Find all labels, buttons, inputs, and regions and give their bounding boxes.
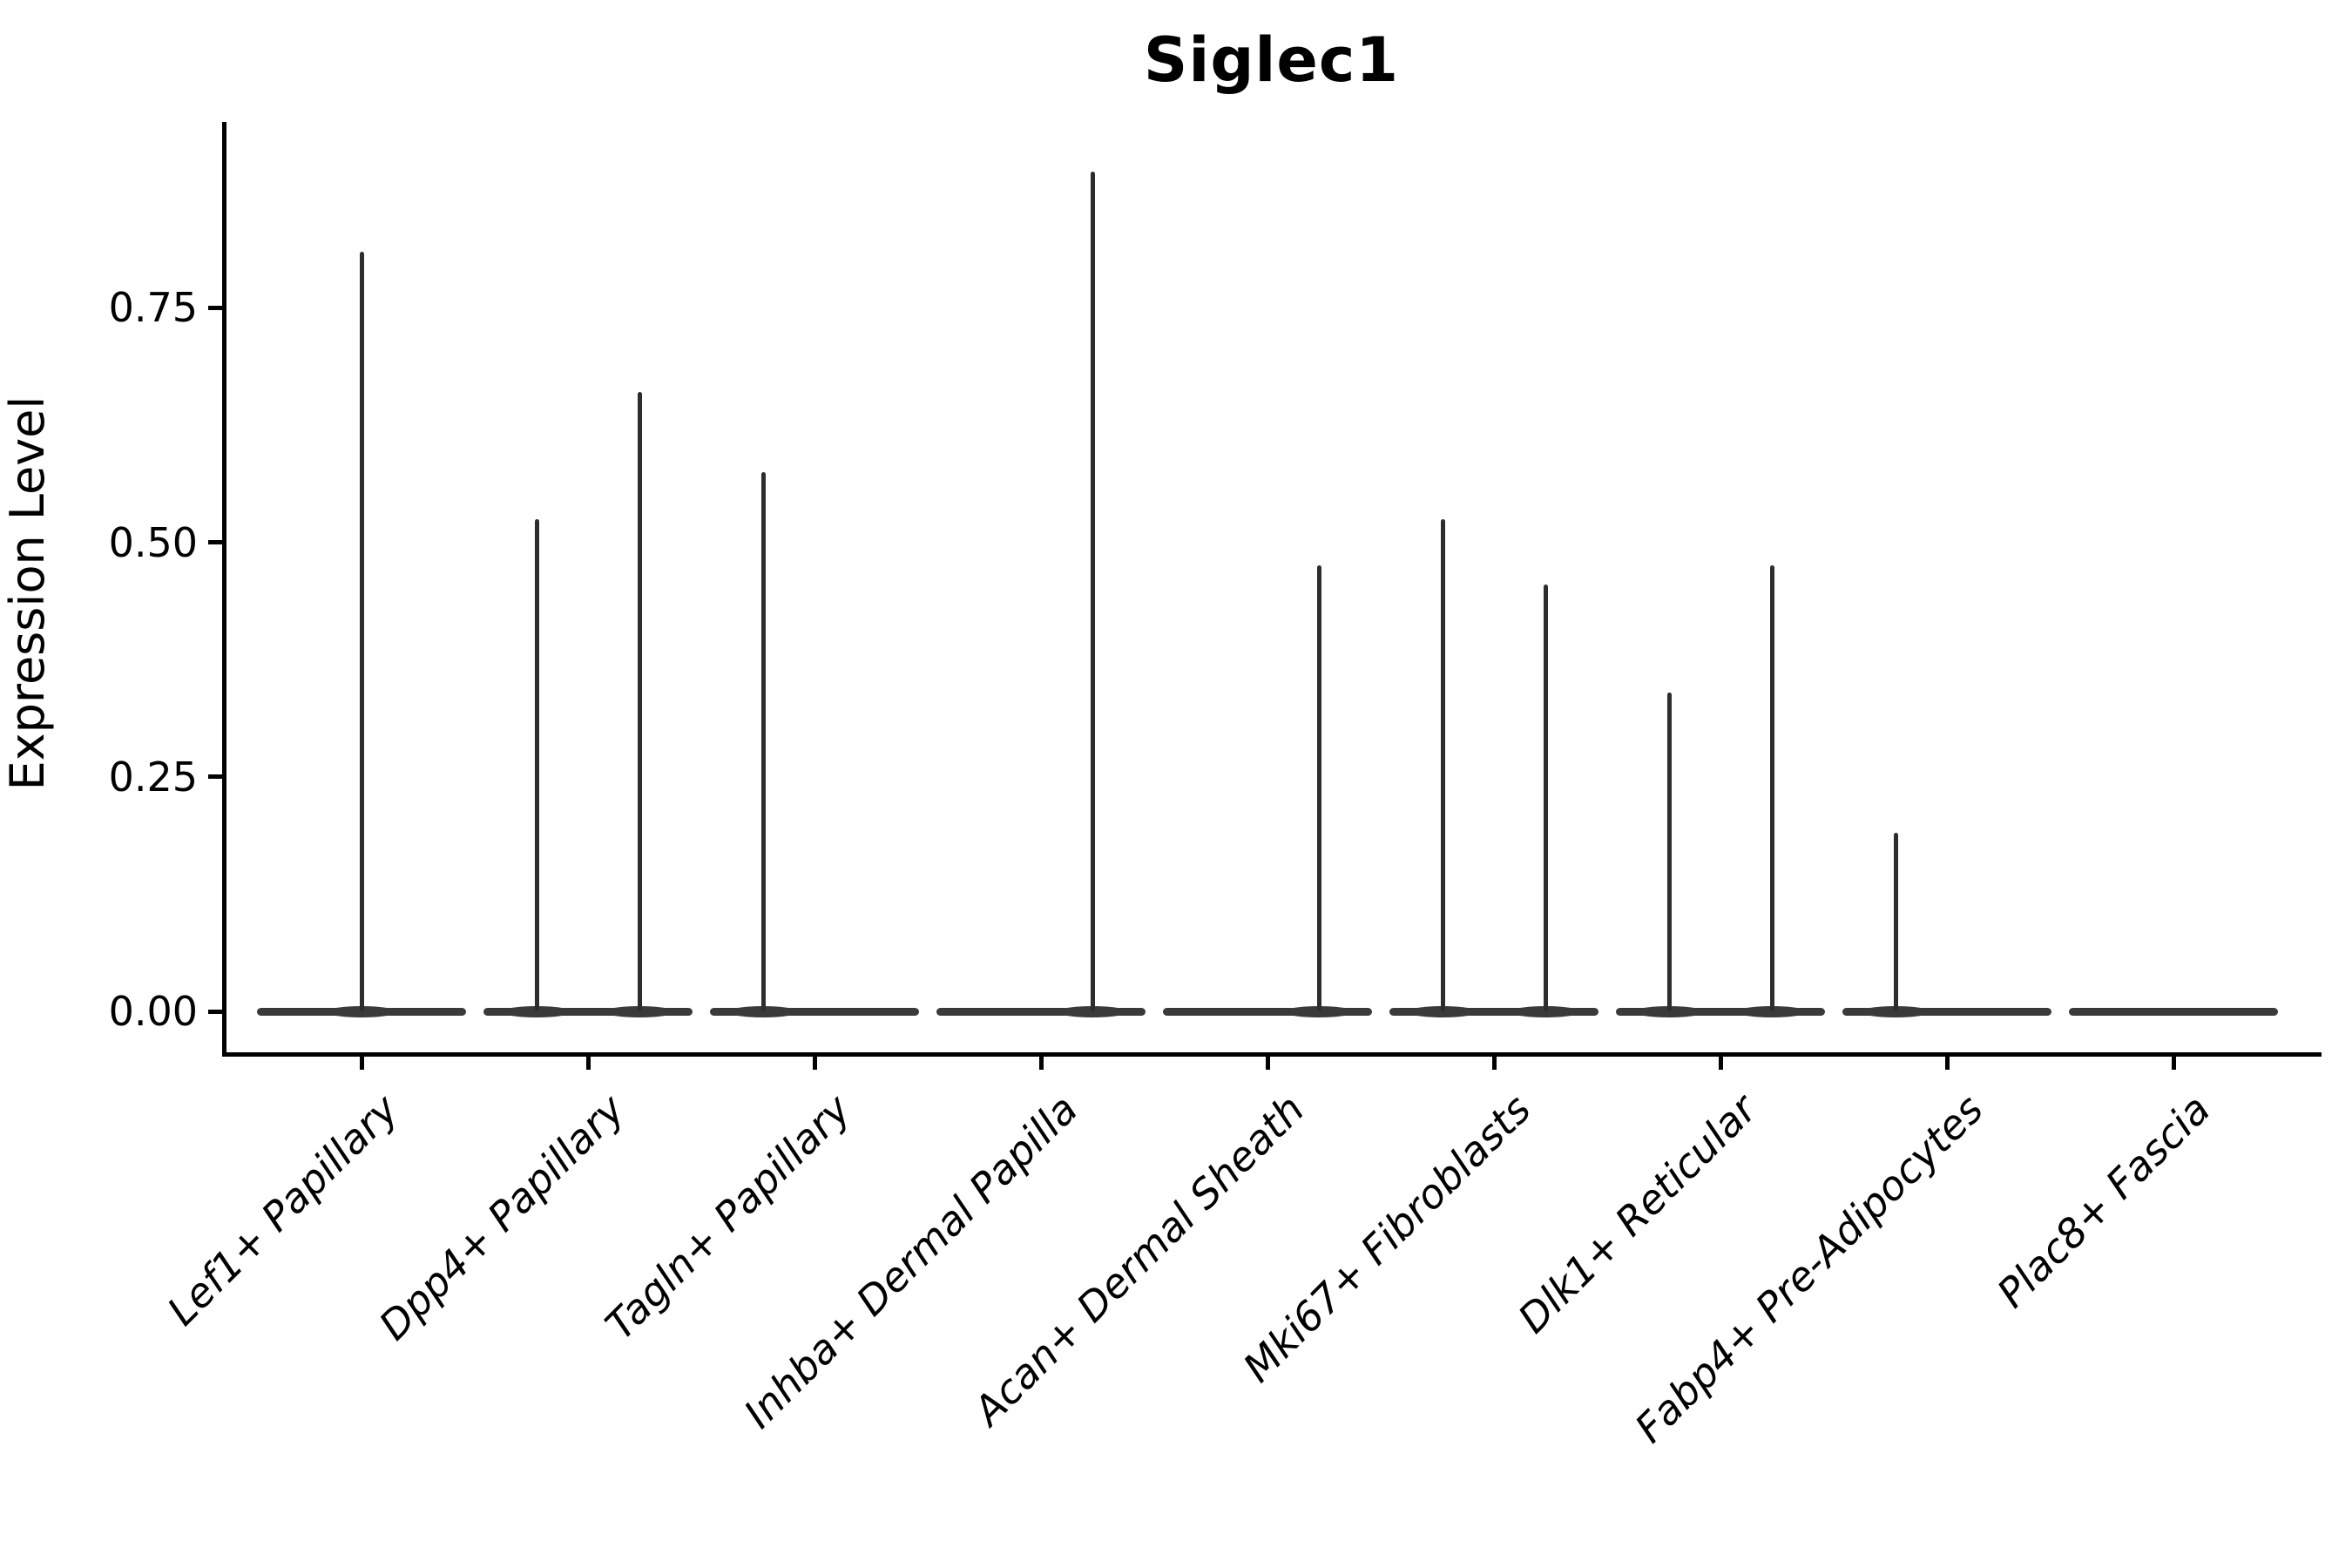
y-tick-mark <box>208 305 222 310</box>
violin-body <box>936 1007 1146 1016</box>
x-tick-mark <box>812 1057 817 1070</box>
violin-max-spike <box>1090 172 1095 1011</box>
chart-title: Siglec1 <box>1143 24 1400 96</box>
violin-bulge <box>327 1005 396 1017</box>
violin-body <box>1389 1007 1598 1016</box>
violin-max-spike <box>1893 833 1898 1011</box>
x-category-label: Dlk1+ Reticular <box>1509 1085 1767 1342</box>
y-axis-label: Expression Level <box>0 395 55 791</box>
y-tick-mark <box>208 774 222 780</box>
y-tick-label: 0.50 <box>108 518 198 566</box>
x-tick-mark <box>1038 1057 1044 1070</box>
y-axis-spine <box>222 122 226 1057</box>
x-tick-mark <box>1944 1057 1950 1070</box>
violin-body <box>1616 1007 1825 1016</box>
violin-max-spike <box>1316 565 1321 1011</box>
violin-body <box>483 1007 693 1016</box>
y-tick-mark <box>208 1009 222 1014</box>
violin-max-spike <box>1543 584 1548 1011</box>
violin-bulge <box>1861 1005 1930 1017</box>
x-category-label: Tagln+ Papillary <box>596 1085 861 1349</box>
violin-max-spike <box>359 251 364 1011</box>
x-tick-mark <box>1491 1057 1497 1070</box>
violin-body <box>710 1007 919 1016</box>
x-tick-mark <box>585 1057 591 1070</box>
violin-body <box>2069 1007 2278 1016</box>
x-category-label: Plac8+ Fascia <box>1987 1085 2220 1317</box>
violin-bulge <box>1058 1005 1127 1017</box>
violin-max-spike <box>1666 692 1672 1011</box>
x-tick-mark <box>2171 1057 2176 1070</box>
violin-bulge <box>1408 1005 1477 1017</box>
x-category-label: Lef1+ Papillary <box>158 1085 408 1335</box>
y-tick-label: 0.75 <box>108 284 198 332</box>
x-tick-mark <box>1718 1057 1723 1070</box>
violin-bulge <box>1284 1005 1354 1017</box>
violin-body <box>1842 1007 2051 1016</box>
x-axis-spine <box>222 1052 2322 1057</box>
x-tick-mark <box>359 1057 364 1070</box>
y-tick-label: 0.25 <box>108 753 198 801</box>
violin-max-spike <box>1440 518 1445 1011</box>
violin-max-spike <box>534 518 539 1011</box>
y-tick-label: 0.00 <box>108 988 198 1035</box>
violin-bulge <box>605 1005 674 1017</box>
violin-bulge <box>502 1005 571 1017</box>
violin-bulge <box>728 1005 798 1017</box>
y-tick-mark <box>208 540 222 544</box>
violin-max-spike <box>1769 565 1774 1011</box>
violin-body <box>1163 1007 1372 1016</box>
violin-max-spike <box>637 392 642 1011</box>
violin-bulge <box>1511 1005 1580 1017</box>
violin-bulge <box>1634 1005 1704 1017</box>
violin-bulge <box>1737 1005 1807 1017</box>
violin-max-spike <box>760 471 766 1011</box>
x-category-label: Dpp4+ Papillary <box>369 1085 634 1349</box>
x-tick-mark <box>1265 1057 1270 1070</box>
